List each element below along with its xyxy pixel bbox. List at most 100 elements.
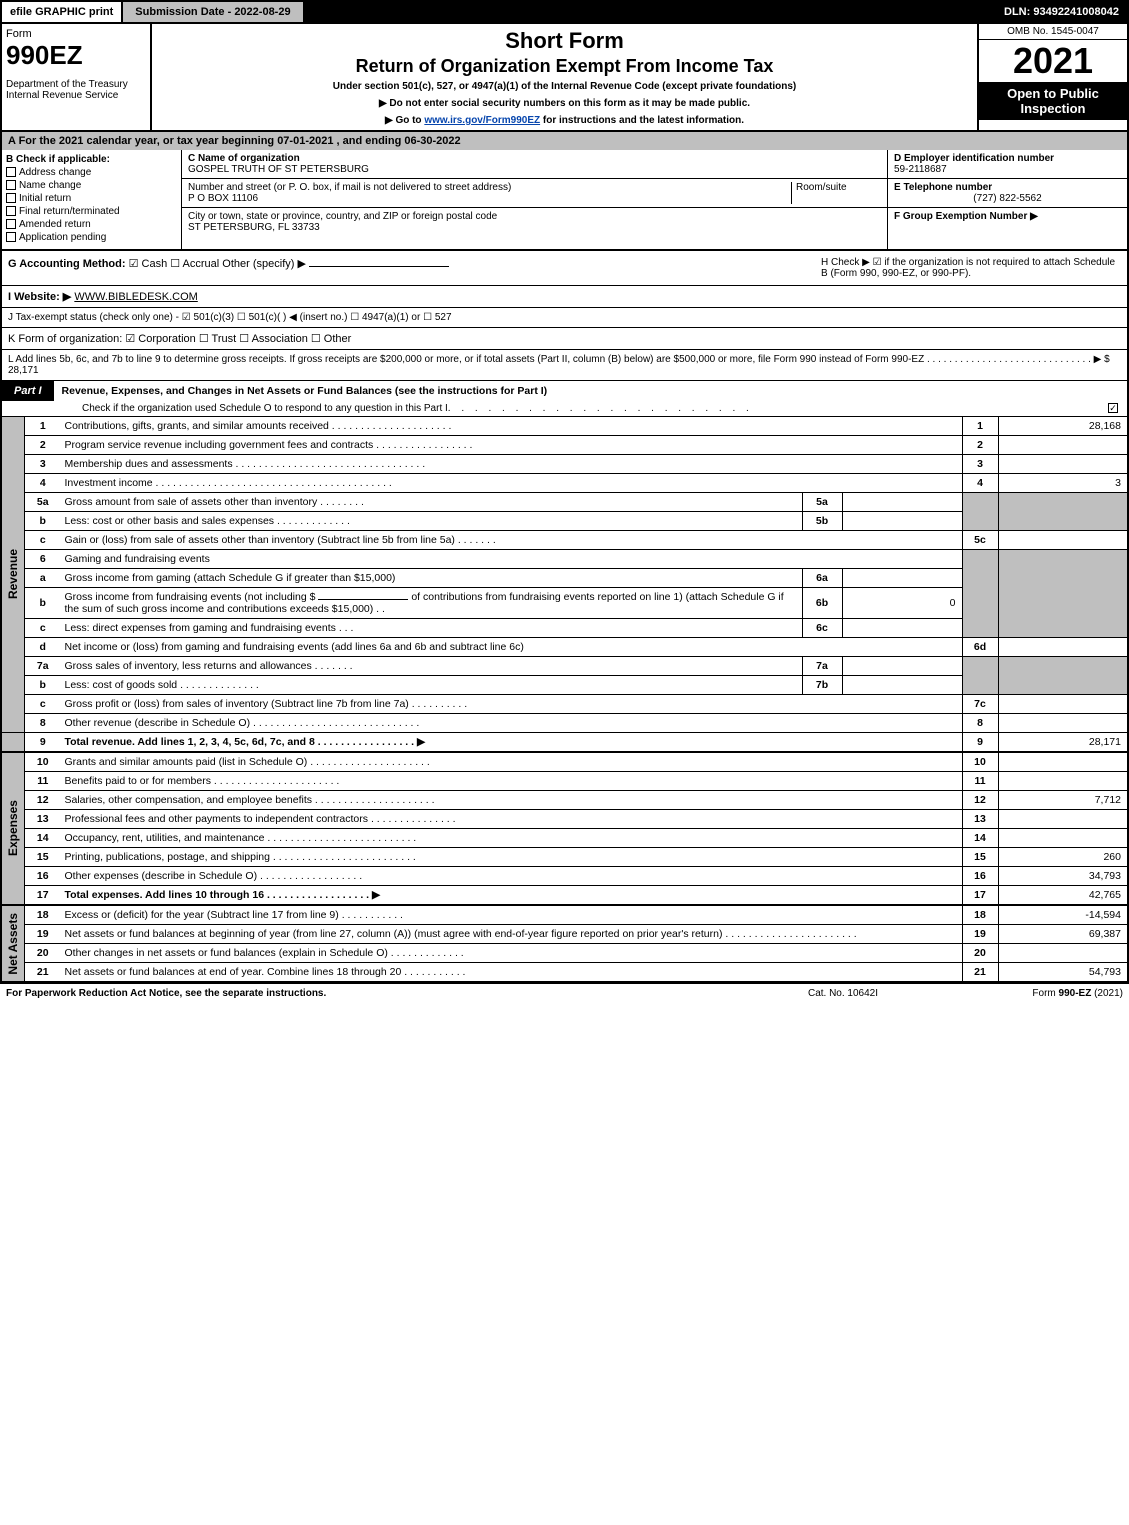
c-row: C Name of organization GOSPEL TRUTH OF S…: [182, 150, 887, 179]
form-subtitle: Under section 501(c), 527, or 4947(a)(1)…: [156, 81, 973, 92]
g-opts: ☑ Cash ☐ Accrual Other (specify) ▶: [129, 258, 306, 270]
form-title-2: Return of Organization Exempt From Incom…: [156, 56, 973, 77]
dln-label: DLN: 93492241008042: [996, 2, 1127, 22]
line-6a-desc: Gross income from gaming (attach Schedul…: [61, 569, 803, 588]
row-gh: G Accounting Method: ☑ Cash ☐ Accrual Ot…: [0, 251, 1129, 286]
line-6d-rnum: 6d: [962, 638, 998, 657]
line-10-val: [998, 752, 1128, 772]
line-21-rnum: 21: [962, 963, 998, 983]
top-bar: efile GRAPHIC print Submission Date - 20…: [0, 0, 1129, 24]
line-7c-rnum: 7c: [962, 695, 998, 714]
tax-year: 2021: [979, 40, 1127, 82]
line-5c-desc: Gain or (loss) from sale of assets other…: [61, 531, 963, 550]
shade-5ab-v: [998, 493, 1128, 531]
line-19-rnum: 19: [962, 925, 998, 944]
form-title-1: Short Form: [156, 28, 973, 54]
line-21-desc: Net assets or fund balances at end of ye…: [61, 963, 963, 983]
line-9-val: 28,171: [998, 733, 1128, 753]
line-6a-sv: [842, 569, 962, 588]
line-20-val: [998, 944, 1128, 963]
line-7a-sn: 7a: [802, 657, 842, 676]
line-14-num: 14: [25, 829, 61, 848]
form-number: 990EZ: [6, 40, 146, 71]
line-6c-sv: [842, 619, 962, 638]
line-13-val: [998, 810, 1128, 829]
d-label: D Employer identification number: [894, 153, 1054, 164]
line-15-rnum: 15: [962, 848, 998, 867]
room-label: Room/suite: [791, 182, 881, 204]
shade-6-v: [998, 550, 1128, 638]
line-6a-num: a: [25, 569, 61, 588]
row-g: G Accounting Method: ☑ Cash ☐ Accrual Ot…: [8, 257, 821, 279]
line-11-num: 11: [25, 772, 61, 791]
submission-date: Submission Date - 2022-08-29: [121, 2, 304, 22]
line-10-num: 10: [25, 752, 61, 772]
section-b: B Check if applicable: Address change Na…: [0, 150, 1129, 251]
i-val: WWW.BIBLEDESK.COM: [74, 291, 197, 303]
part1-check-text: Check if the organization used Schedule …: [82, 403, 448, 414]
line-17-val: 42,765: [998, 886, 1128, 906]
city-val: ST PETERSBURG, FL 33733: [188, 222, 320, 233]
line-5b-sn: 5b: [802, 512, 842, 531]
line-6a-sn: 6a: [802, 569, 842, 588]
row-l: L Add lines 5b, 6c, and 7b to line 9 to …: [0, 350, 1129, 381]
footer: For Paperwork Reduction Act Notice, see …: [0, 983, 1129, 1003]
row-h: H Check ▶ ☑ if the organization is not r…: [821, 257, 1121, 279]
line-3-val: [998, 455, 1128, 474]
line-5b-desc: Less: cost or other basis and sales expe…: [61, 512, 803, 531]
row-j: J Tax-exempt status (check only one) - ☑…: [0, 308, 1129, 328]
part1-tab: Part I: [2, 381, 54, 401]
section-b-right: D Employer identification number 59-2118…: [887, 150, 1127, 249]
b-label: B Check if applicable:: [6, 154, 177, 165]
line-7c-desc: Gross profit or (loss) from sales of inv…: [61, 695, 963, 714]
line-21-num: 21: [25, 963, 61, 983]
section-b-mid: C Name of organization GOSPEL TRUTH OF S…: [182, 150, 887, 249]
line-2-rnum: 2: [962, 436, 998, 455]
line-5a-num: 5a: [25, 493, 61, 512]
form-note-2: ▶ Go to www.irs.gov/Form990EZ for instru…: [156, 115, 973, 126]
line-7c-num: c: [25, 695, 61, 714]
line-15-num: 15: [25, 848, 61, 867]
footer-right: Form 990-EZ (2021): [943, 988, 1123, 999]
topbar-spacer: [305, 2, 996, 22]
line-12-val: 7,712: [998, 791, 1128, 810]
line-14-desc: Occupancy, rent, utilities, and maintena…: [61, 829, 963, 848]
line-7b-desc: Less: cost of goods sold . . . . . . . .…: [61, 676, 803, 695]
f-label: F Group Exemption Number ▶: [894, 211, 1038, 222]
b-opt-2: Initial return: [6, 193, 177, 204]
line-15-desc: Printing, publications, postage, and shi…: [61, 848, 963, 867]
line-5b-num: b: [25, 512, 61, 531]
b-opt-0: Address change: [6, 167, 177, 178]
omb-number: OMB No. 1545-0047: [979, 24, 1127, 40]
line-3-rnum: 3: [962, 455, 998, 474]
sidelabel-revenue: Revenue: [1, 417, 25, 733]
line-11-desc: Benefits paid to or for members . . . . …: [61, 772, 963, 791]
b-opt-5: Application pending: [6, 232, 177, 243]
line-2-num: 2: [25, 436, 61, 455]
line-17-rnum: 17: [962, 886, 998, 906]
line-3-num: 3: [25, 455, 61, 474]
line-11-val: [998, 772, 1128, 791]
lines-table: Revenue 1 Contributions, gifts, grants, …: [0, 417, 1129, 983]
efile-label: efile GRAPHIC print: [2, 2, 121, 22]
section-b-left: B Check if applicable: Address change Na…: [2, 150, 182, 249]
line-2-desc: Program service revenue including govern…: [61, 436, 963, 455]
b-opt-4: Amended return: [6, 219, 177, 230]
header-mid: Short Form Return of Organization Exempt…: [152, 24, 977, 130]
line-18-val: -14,594: [998, 905, 1128, 925]
city-label: City or town, state or province, country…: [188, 211, 497, 222]
b-opt-3: Final return/terminated: [6, 206, 177, 217]
line-6b-sv: 0: [842, 588, 962, 619]
line-5b-sv: [842, 512, 962, 531]
shade-5ab: [962, 493, 998, 531]
part1-header: Part I Revenue, Expenses, and Changes in…: [0, 381, 1129, 417]
part1-title: Revenue, Expenses, and Changes in Net As…: [54, 381, 1127, 401]
line-21-val: 54,793: [998, 963, 1128, 983]
sidelabel-revenue-end: [1, 733, 25, 753]
sidelabel-expenses: Expenses: [1, 752, 25, 905]
line-7a-desc: Gross sales of inventory, less returns a…: [61, 657, 803, 676]
irs-link[interactable]: www.irs.gov/Form990EZ: [424, 115, 540, 126]
row-a: A For the 2021 calendar year, or tax yea…: [0, 132, 1129, 150]
dots: . . . . . . . . . . . . . . . . . . . . …: [448, 403, 1108, 414]
d-val: 59-2118687: [894, 164, 947, 175]
